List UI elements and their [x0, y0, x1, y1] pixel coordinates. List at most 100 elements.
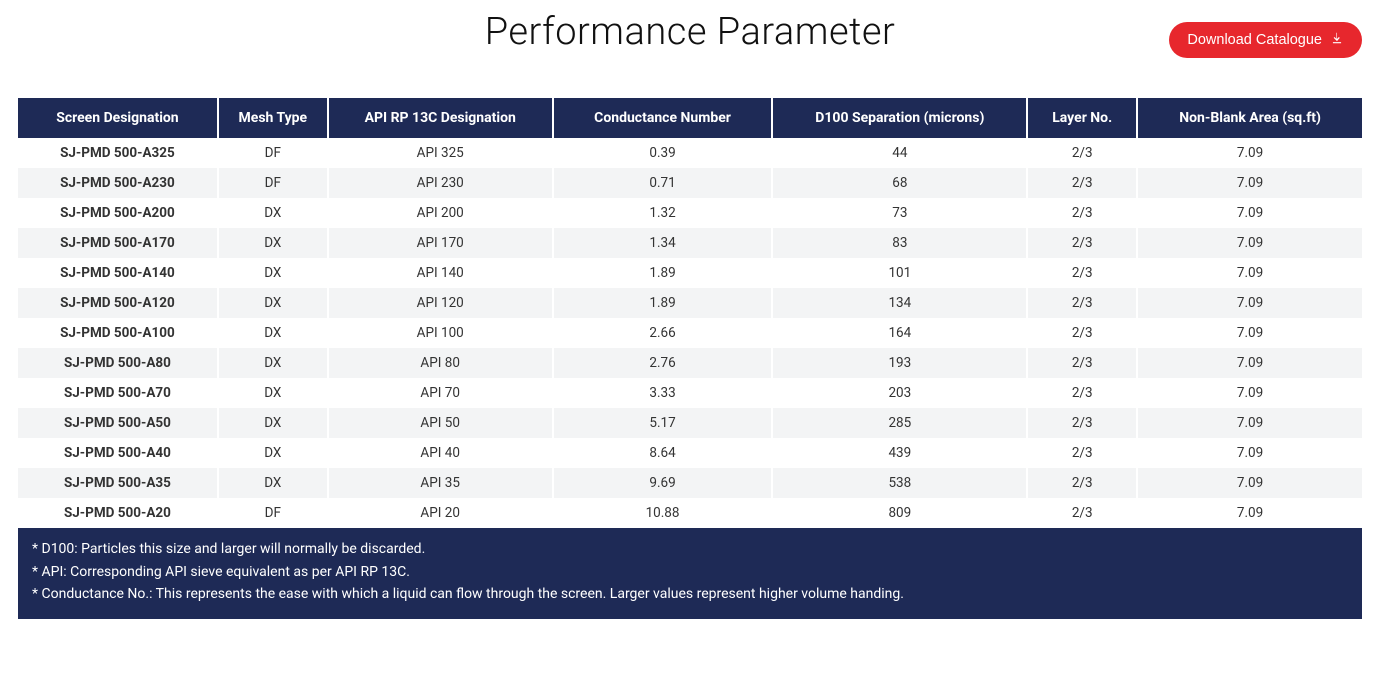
table-cell: API 325 [328, 138, 553, 168]
table-row: SJ-PMD 500-A230DFAPI 2300.71682/37.09 [18, 168, 1362, 198]
table-cell: SJ-PMD 500-A80 [18, 348, 218, 378]
table-cell: 439 [772, 438, 1027, 468]
table-cell: DX [218, 378, 328, 408]
table-cell: 7.09 [1137, 408, 1362, 438]
table-cell: SJ-PMD 500-A35 [18, 468, 218, 498]
table-cell: 134 [772, 288, 1027, 318]
table-cell: SJ-PMD 500-A120 [18, 288, 218, 318]
table-cell: SJ-PMD 500-A170 [18, 228, 218, 258]
table-cell: 2/3 [1027, 378, 1137, 408]
table-cell: DF [218, 498, 328, 528]
table-cell: API 140 [328, 258, 553, 288]
table-cell: 10.88 [553, 498, 773, 528]
table-cell: 164 [772, 318, 1027, 348]
table-cell: 1.34 [553, 228, 773, 258]
download-catalogue-label: Download Catalogue [1187, 32, 1322, 48]
table-cell: 83 [772, 228, 1027, 258]
table-cell: 2/3 [1027, 228, 1137, 258]
table-row: SJ-PMD 500-A200DXAPI 2001.32732/37.09 [18, 198, 1362, 228]
table-cell: SJ-PMD 500-A50 [18, 408, 218, 438]
table-cell: DX [218, 348, 328, 378]
table-cell: 193 [772, 348, 1027, 378]
table-cell: API 35 [328, 468, 553, 498]
download-catalogue-button[interactable]: Download Catalogue [1169, 22, 1362, 58]
table-cell: 2/3 [1027, 348, 1137, 378]
table-cell: 44 [772, 138, 1027, 168]
table-cell: DX [218, 258, 328, 288]
table-cell: DX [218, 408, 328, 438]
table-cell: 8.64 [553, 438, 773, 468]
table-row: SJ-PMD 500-A120DXAPI 1201.891342/37.09 [18, 288, 1362, 318]
table-cell: API 40 [328, 438, 553, 468]
table-cell: API 100 [328, 318, 553, 348]
table-cell: DX [218, 468, 328, 498]
table-cell: 5.17 [553, 408, 773, 438]
table-cell: 7.09 [1137, 468, 1362, 498]
table-cell: 7.09 [1137, 258, 1362, 288]
table-cell: 2/3 [1027, 468, 1137, 498]
table-cell: 0.39 [553, 138, 773, 168]
table-cell: API 200 [328, 198, 553, 228]
table-cell: API 50 [328, 408, 553, 438]
table-cell: 73 [772, 198, 1027, 228]
table-cell: DX [218, 288, 328, 318]
table-cell: 2/3 [1027, 408, 1137, 438]
table-cell: 2.76 [553, 348, 773, 378]
table-cell: 7.09 [1137, 348, 1362, 378]
table-row: SJ-PMD 500-A170DXAPI 1701.34832/37.09 [18, 228, 1362, 258]
performance-table: Screen Designation Mesh Type API RP 13C … [18, 98, 1362, 528]
table-cell: DX [218, 198, 328, 228]
table-cell: 203 [772, 378, 1027, 408]
table-cell: 101 [772, 258, 1027, 288]
table-row: SJ-PMD 500-A325DFAPI 3250.39442/37.09 [18, 138, 1362, 168]
table-cell: 7.09 [1137, 378, 1362, 408]
table-header-row: Screen Designation Mesh Type API RP 13C … [18, 98, 1362, 138]
table-cell: 7.09 [1137, 198, 1362, 228]
col-header: Non-Blank Area (sq.ft) [1137, 98, 1362, 138]
col-header: Layer No. [1027, 98, 1137, 138]
table-row: SJ-PMD 500-A40DXAPI 408.644392/37.09 [18, 438, 1362, 468]
table-cell: API 80 [328, 348, 553, 378]
table-cell: SJ-PMD 500-A325 [18, 138, 218, 168]
download-icon [1330, 31, 1344, 49]
table-row: SJ-PMD 500-A70DXAPI 703.332032/37.09 [18, 378, 1362, 408]
table-cell: 1.89 [553, 288, 773, 318]
table-cell: API 230 [328, 168, 553, 198]
table-container: Screen Designation Mesh Type API RP 13C … [0, 68, 1380, 619]
table-cell: SJ-PMD 500-A40 [18, 438, 218, 468]
table-cell: 538 [772, 468, 1027, 498]
table-cell: 285 [772, 408, 1027, 438]
table-cell: 2/3 [1027, 438, 1137, 468]
table-cell: SJ-PMD 500-A100 [18, 318, 218, 348]
table-cell: 809 [772, 498, 1027, 528]
footnote-line: * D100: Particles this size and larger w… [32, 539, 1348, 561]
col-header: Conductance Number [553, 98, 773, 138]
table-cell: DF [218, 138, 328, 168]
table-cell: 2/3 [1027, 168, 1137, 198]
table-cell: 7.09 [1137, 138, 1362, 168]
footnotes: * D100: Particles this size and larger w… [18, 528, 1362, 619]
table-cell: 7.09 [1137, 318, 1362, 348]
col-header: Screen Designation [18, 98, 218, 138]
table-cell: DX [218, 228, 328, 258]
col-header: API RP 13C Designation [328, 98, 553, 138]
table-cell: API 70 [328, 378, 553, 408]
table-cell: 7.09 [1137, 228, 1362, 258]
table-cell: 7.09 [1137, 168, 1362, 198]
table-cell: API 20 [328, 498, 553, 528]
table-cell: 7.09 [1137, 438, 1362, 468]
table-cell: 1.89 [553, 258, 773, 288]
table-row: SJ-PMD 500-A140DXAPI 1401.891012/37.09 [18, 258, 1362, 288]
table-row: SJ-PMD 500-A35DXAPI 359.695382/37.09 [18, 468, 1362, 498]
table-row: SJ-PMD 500-A100DXAPI 1002.661642/37.09 [18, 318, 1362, 348]
table-row: SJ-PMD 500-A50DXAPI 505.172852/37.09 [18, 408, 1362, 438]
table-cell: 0.71 [553, 168, 773, 198]
table-cell: DX [218, 438, 328, 468]
table-row: SJ-PMD 500-A20DFAPI 2010.888092/37.09 [18, 498, 1362, 528]
footnote-line: * API: Corresponding API sieve equivalen… [32, 562, 1348, 584]
table-cell: 2/3 [1027, 138, 1137, 168]
table-cell: 3.33 [553, 378, 773, 408]
table-cell: 2/3 [1027, 198, 1137, 228]
table-cell: 2/3 [1027, 498, 1137, 528]
table-cell: 9.69 [553, 468, 773, 498]
